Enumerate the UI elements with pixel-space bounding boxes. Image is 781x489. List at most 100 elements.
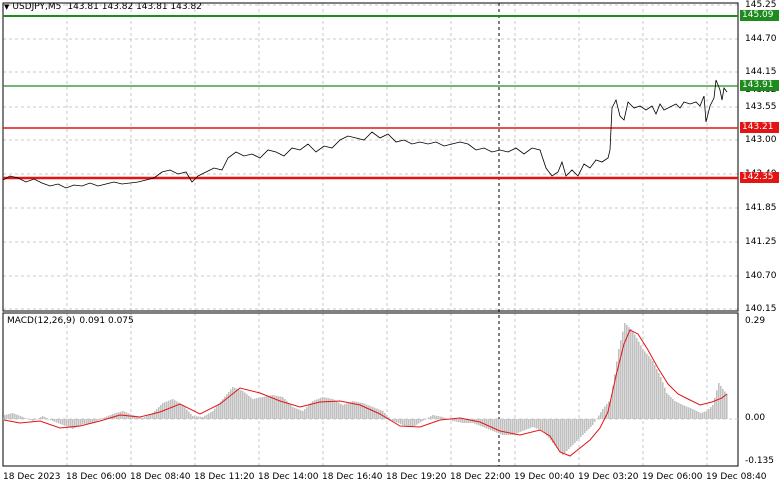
macd-bar [258,397,260,419]
macd-bar [22,417,24,419]
macd-bar [296,408,298,419]
macd-bar [388,417,390,419]
macd-bar [228,391,230,419]
macd-bar [508,419,510,435]
macd-bar [504,419,506,435]
macd-bar [378,409,380,419]
price-tick: 140.70 [745,271,777,281]
macd-bar [48,419,50,420]
macd-bar [20,416,22,419]
macd-bar [716,390,718,419]
macd-bar [356,401,358,419]
macd-bar [468,419,470,423]
macd-bar [268,395,270,419]
macd-bar [112,414,114,419]
macd-bar [320,397,322,419]
macd-bar [694,410,696,419]
macd-bar [666,393,668,419]
macd-bar [638,341,640,419]
macd-bar [414,419,416,426]
macd-bar [144,417,146,419]
time-tick: 18 Dec 22:00 [450,472,511,482]
macd-bar [644,351,646,419]
macd-bar [206,414,208,419]
macd-bar [616,361,618,419]
macd-bar [724,391,726,419]
macd-bar [632,331,634,419]
level-tag[interactable]: 143.21 [740,122,779,133]
macd-bar [64,419,66,426]
macd-bar [282,397,284,419]
time-tick: 18 Dec 08:40 [130,472,191,482]
macd-bar [452,419,454,421]
macd-bar [556,419,558,448]
macd-bar [238,389,240,419]
macd-bar [708,409,710,419]
macd-bar [462,419,464,423]
macd-bar [696,411,698,419]
macd-bar [570,419,572,447]
macd-bar [598,415,600,419]
macd-bar [680,404,682,419]
macd-bar [154,411,156,419]
macd-bar [558,419,560,451]
macd-bar [582,419,584,435]
macd-bar [466,419,468,423]
price-line [2,79,728,189]
macd-bar [690,408,692,419]
macd-bar [76,419,78,427]
macd-bar [576,419,578,441]
macd-bar [530,419,532,428]
macd-bar [236,388,238,419]
macd-bar [210,412,212,419]
macd-tick: 0.00 [745,413,766,423]
level-tag[interactable]: 142.35 [740,172,779,183]
macd-bar [260,397,262,419]
macd-bar [714,397,716,419]
macd-bar [372,407,374,419]
macd-bar [218,403,220,419]
macd-bar [342,405,344,419]
macd-bar [410,419,412,427]
macd-bar [158,407,160,419]
symbol-name: USDJPY,M5 [12,2,62,12]
macd-bar [292,407,294,419]
macd-bar [80,419,82,425]
macd-bar [646,353,648,419]
macd-bar [594,419,596,422]
level-tag[interactable]: 143.91 [740,80,779,91]
macd-bar [704,411,706,419]
time-tick: 18 Dec 2023 [3,472,61,482]
macd-bar [534,419,536,428]
macd-bar [588,419,590,429]
macd-bar [484,419,486,428]
macd-bar [212,411,214,419]
macd-bar [66,419,68,427]
price-grid [2,3,738,466]
macd-bar [614,374,616,419]
macd-bar [444,417,446,419]
macd-bar [98,419,100,420]
macd-bar [82,419,84,424]
price-tick: 140.15 [745,304,777,314]
macd-bar [340,403,342,419]
macd-bar [368,405,370,419]
ohlc-values: 143.81 143.82 143.81 143.82 [67,2,202,12]
macd-bar [490,419,492,431]
caret-down-icon[interactable]: ▼ [4,3,10,11]
macd-bar [592,419,594,425]
macd-bar [672,399,674,419]
price-tick: 141.85 [745,203,777,213]
macd-bar [102,418,104,419]
macd-bar [422,419,424,421]
macd-bar [324,397,326,419]
macd-bar [384,413,386,419]
macd-bar [250,397,252,419]
macd-bar [276,395,278,419]
macd-bar [684,405,686,419]
level-tag[interactable]: 145.09 [740,10,779,21]
macd-bar [456,419,458,422]
macd-bar [338,402,340,419]
macd-bar [104,417,106,419]
